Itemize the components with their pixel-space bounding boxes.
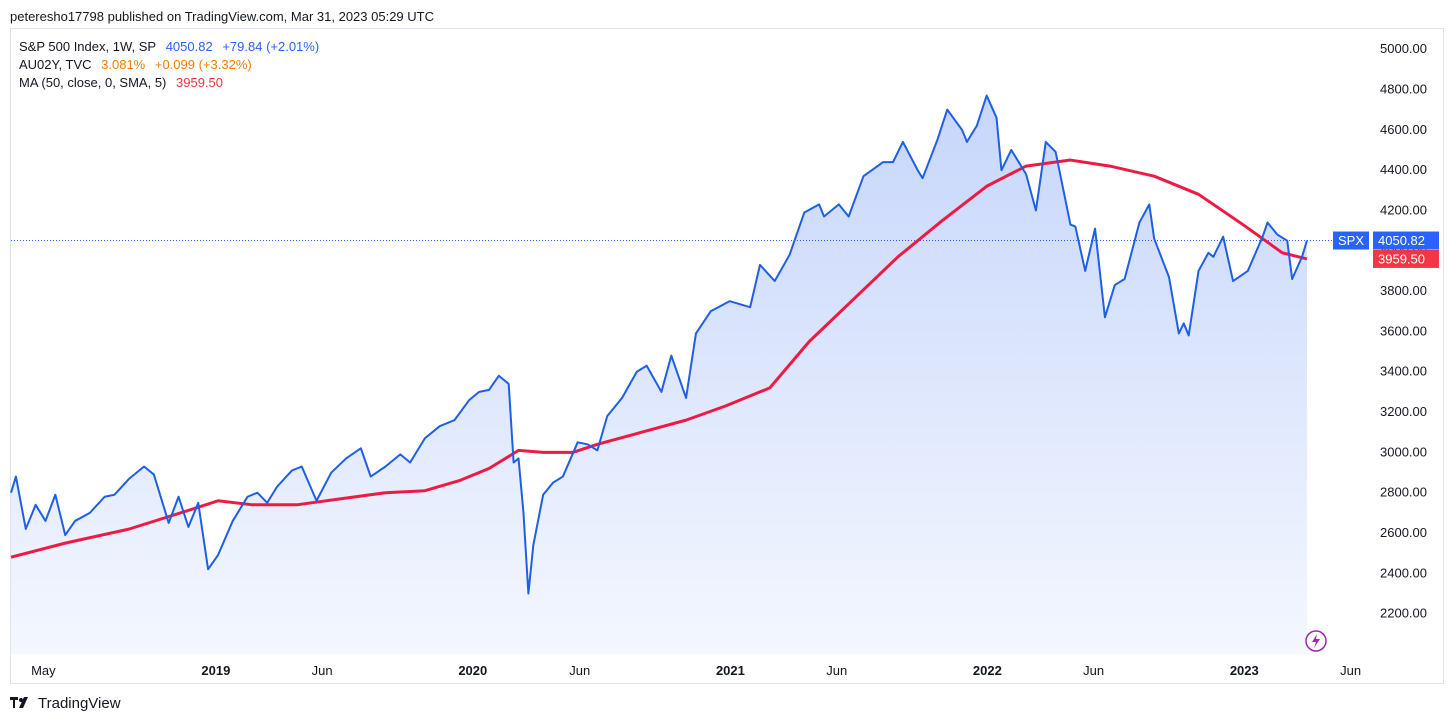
- x-tick-label: Jun: [826, 663, 847, 678]
- y-tick-label: 3200.00: [1380, 404, 1427, 419]
- y-tick-label: 4600.00: [1380, 122, 1427, 137]
- x-tick-label: Jun: [312, 663, 333, 678]
- spx-symbol-text: SPX: [1338, 233, 1364, 248]
- ma-value-text: 3959.50: [1378, 251, 1425, 266]
- price-line: [10, 94, 1308, 595]
- y-tick-label: 2600.00: [1380, 525, 1427, 540]
- x-tick-label: 2020: [458, 663, 487, 678]
- y-tick-label: 3600.00: [1380, 323, 1427, 338]
- legend-ma[interactable]: MA (50, close, 0, SMA, 5) 3959.50: [19, 74, 325, 92]
- y-tick-label: 5000.00: [1380, 41, 1427, 56]
- legend-au02y-change: +0.099 (+3.32%): [154, 57, 252, 72]
- x-tick-label: 2021: [716, 663, 745, 678]
- legend-spx[interactable]: S&P 500 Index, 1W, SP 4050.82 +79.84 (+2…: [19, 38, 325, 56]
- publish-info: peteresho17798 published on TradingView.…: [10, 9, 434, 24]
- y-tick-label: 4200.00: [1380, 202, 1427, 217]
- y-tick-label: 2200.00: [1380, 606, 1427, 621]
- y-tick-label: 4400.00: [1380, 162, 1427, 177]
- legend: S&P 500 Index, 1W, SP 4050.82 +79.84 (+2…: [19, 38, 325, 92]
- tradingview-logo-icon: [10, 696, 28, 708]
- legend-ma-value: 3959.50: [176, 75, 224, 90]
- legend-au02y[interactable]: AU02Y, TVC 3.081% +0.099 (+3.32%): [19, 56, 325, 74]
- x-tick-label: 2019: [201, 663, 230, 678]
- spx-value-tag: [1373, 231, 1439, 250]
- legend-spx-name: S&P 500 Index, 1W, SP: [19, 39, 157, 54]
- legend-au02y-name: AU02Y, TVC: [19, 57, 92, 72]
- footer-brand: TradingView: [38, 695, 121, 712]
- footer: TradingView: [10, 695, 121, 712]
- x-tick-label: May: [31, 663, 56, 678]
- y-tick-label: 2800.00: [1380, 485, 1427, 500]
- legend-ma-name: MA (50, close, 0, SMA, 5): [19, 75, 167, 90]
- ma-value-tag: [1373, 249, 1439, 268]
- spx-symbol-tag: [1333, 231, 1369, 250]
- x-tick-label: 2023: [1230, 663, 1259, 678]
- lightning-icon: [1305, 630, 1327, 652]
- x-tick-label: 2022: [973, 663, 1002, 678]
- ma-line: [10, 158, 1308, 559]
- y-tick-label: 3800.00: [1380, 283, 1427, 298]
- spx-value-text: 4050.82: [1378, 233, 1425, 248]
- y-tick-label: 3400.00: [1380, 364, 1427, 379]
- x-tick-label: Jun: [569, 663, 590, 678]
- x-tick-label: Jun: [1340, 663, 1361, 678]
- legend-spx-change: +79.84 (+2.01%): [222, 39, 320, 54]
- x-tick-label: Jun: [1083, 663, 1104, 678]
- y-tick-label: 4800.00: [1380, 81, 1427, 96]
- y-tick-label: 3000.00: [1380, 444, 1427, 459]
- chart-frame[interactable]: [10, 28, 1444, 684]
- price-area-fill: [11, 95, 1307, 655]
- legend-spx-value: 4050.82: [165, 39, 213, 54]
- legend-au02y-value: 3.081%: [101, 57, 146, 72]
- y-tick-label: 2400.00: [1380, 565, 1427, 580]
